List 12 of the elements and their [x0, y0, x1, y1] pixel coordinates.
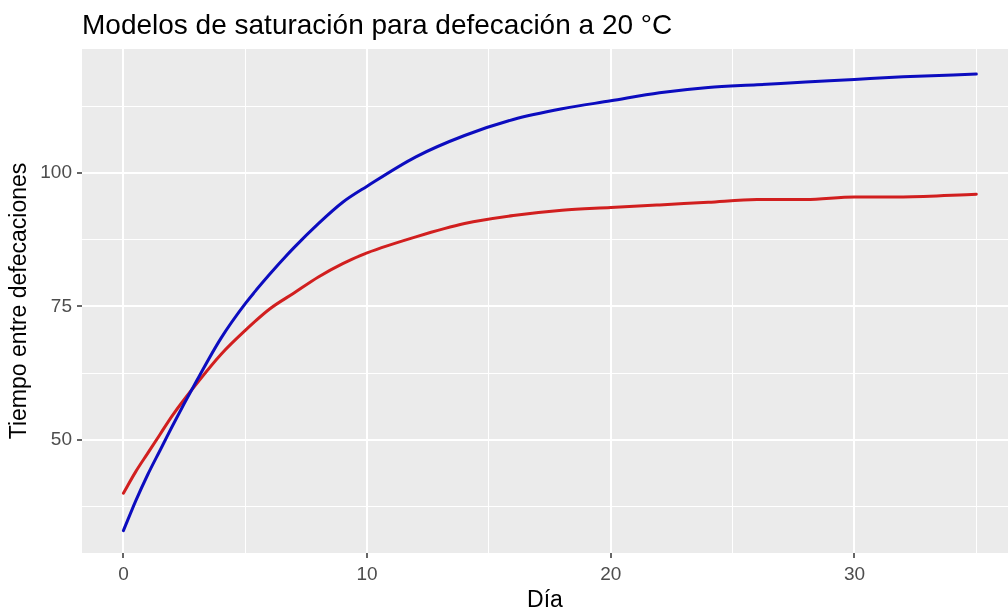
chart-title: Modelos de saturación para defecación a 20 °C — [82, 8, 673, 42]
y-tick-label: 100 — [40, 161, 72, 183]
y-axis-title: Tiempo entre defecaciones — [5, 162, 32, 440]
y-tick-label: 75 — [50, 294, 72, 316]
line-series — [121, 72, 978, 533]
y-tick-label: 50 — [50, 428, 72, 450]
x-tick-label: 0 — [118, 562, 129, 584]
x-tick-label: 10 — [356, 562, 378, 584]
x-axis-title: Día — [527, 585, 564, 612]
line-series — [121, 192, 978, 495]
x-tick-label: 20 — [600, 562, 622, 584]
x-tick-label: 30 — [843, 562, 866, 584]
